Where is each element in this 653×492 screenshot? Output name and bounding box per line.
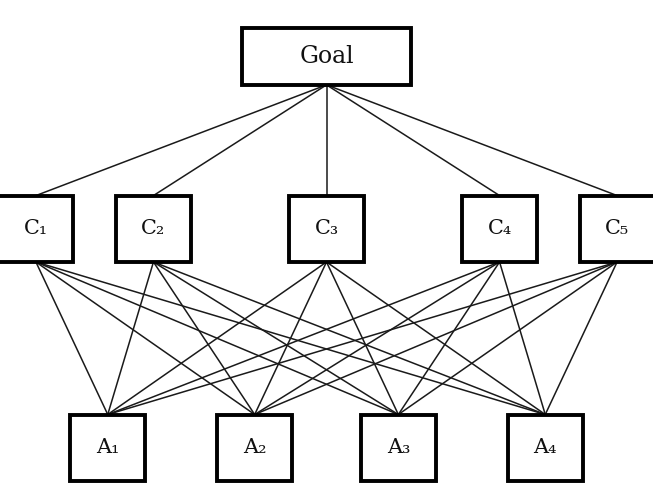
Text: C₄: C₄ — [487, 219, 512, 238]
Text: A₂: A₂ — [243, 438, 266, 457]
FancyBboxPatch shape — [508, 414, 583, 481]
FancyBboxPatch shape — [462, 195, 537, 262]
Text: A₁: A₁ — [96, 438, 119, 457]
Text: A₃: A₃ — [387, 438, 410, 457]
FancyBboxPatch shape — [116, 195, 191, 262]
FancyBboxPatch shape — [217, 414, 293, 481]
Text: C₃: C₃ — [315, 219, 338, 238]
Text: C₂: C₂ — [141, 219, 166, 238]
Text: A₄: A₄ — [534, 438, 557, 457]
FancyBboxPatch shape — [360, 414, 436, 481]
FancyBboxPatch shape — [289, 195, 364, 262]
FancyBboxPatch shape — [242, 28, 411, 85]
Text: Goal: Goal — [299, 45, 354, 68]
FancyBboxPatch shape — [580, 195, 653, 262]
Text: C₅: C₅ — [605, 219, 629, 238]
FancyBboxPatch shape — [0, 195, 74, 262]
Text: C₁: C₁ — [24, 219, 48, 238]
FancyBboxPatch shape — [71, 414, 146, 481]
